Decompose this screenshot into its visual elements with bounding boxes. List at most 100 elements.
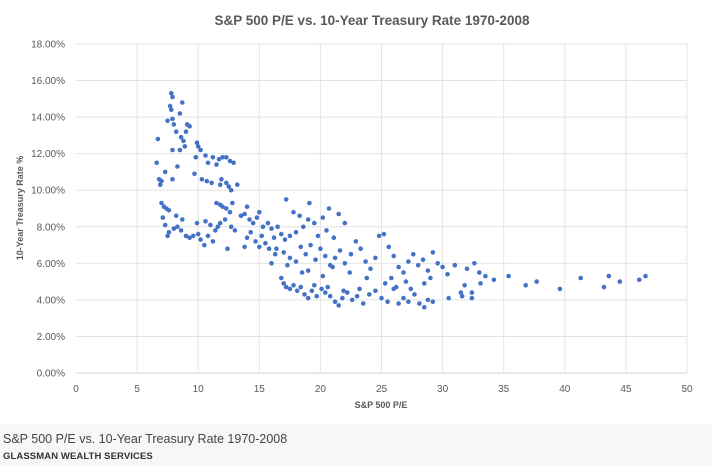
data-point <box>230 200 235 206</box>
data-point <box>195 144 201 149</box>
data-point <box>315 233 321 239</box>
data-point <box>220 155 225 160</box>
data-point <box>173 129 179 134</box>
data-point <box>171 122 177 127</box>
data-point <box>244 204 250 209</box>
data-point <box>336 211 342 217</box>
data-point <box>274 246 279 251</box>
data-point <box>198 147 203 153</box>
data-point <box>160 215 166 220</box>
data-point <box>337 248 343 253</box>
data-point <box>187 235 192 240</box>
data-point <box>166 230 172 235</box>
data-point <box>320 273 326 279</box>
data-point <box>219 177 224 182</box>
data-point <box>242 244 247 250</box>
data-point <box>238 213 244 219</box>
data-point <box>309 288 315 294</box>
data-point <box>428 275 433 281</box>
data-point <box>247 217 252 222</box>
data-point <box>422 281 427 286</box>
data-point <box>203 153 208 158</box>
data-point <box>162 169 168 175</box>
data-point <box>302 292 307 297</box>
data-point <box>391 253 397 259</box>
y-tick-label: 12.00% <box>31 149 65 160</box>
data-point <box>279 231 284 237</box>
data-point <box>332 255 338 261</box>
data-point <box>257 209 262 215</box>
data-point <box>417 301 422 306</box>
x-tick-label: 40 <box>559 384 571 395</box>
data-point <box>281 281 287 286</box>
data-point <box>298 244 304 250</box>
data-point <box>617 279 623 284</box>
data-point <box>358 246 364 251</box>
data-point <box>282 237 288 242</box>
data-point <box>242 211 247 217</box>
data-point <box>506 273 511 279</box>
data-point <box>396 301 401 306</box>
data-point <box>171 226 177 231</box>
data-point <box>412 292 417 297</box>
data-point <box>307 200 312 206</box>
data-point <box>205 233 211 239</box>
data-point <box>347 270 353 275</box>
data-point <box>363 259 368 264</box>
data-point <box>330 264 335 270</box>
data-point <box>294 288 300 294</box>
data-point <box>199 177 205 182</box>
data-point <box>281 250 287 255</box>
data-point <box>422 304 427 310</box>
data-point <box>205 160 211 166</box>
data-point <box>291 283 296 288</box>
data-point <box>191 233 196 239</box>
data-point <box>440 264 445 270</box>
data-point <box>298 284 304 290</box>
y-tick-label: 10.00% <box>31 186 65 197</box>
figure-caption: S&P 500 P/E vs. 10-Year Treasury Rate 19… <box>3 432 288 446</box>
data-point <box>175 224 180 230</box>
data-point <box>259 233 265 239</box>
data-point <box>382 281 388 286</box>
data-point <box>430 299 436 305</box>
data-point <box>165 118 170 124</box>
y-tick-label: 16.00% <box>31 76 65 87</box>
data-point <box>244 235 250 240</box>
data-point <box>341 288 346 294</box>
data-point <box>299 270 305 275</box>
data-point <box>403 279 409 284</box>
x-tick-label: 0 <box>73 384 79 395</box>
data-point <box>379 295 384 301</box>
data-point <box>452 262 458 268</box>
data-point <box>477 270 482 275</box>
x-tick-label: 30 <box>437 384 449 395</box>
y-tick-label: 4.00% <box>37 295 65 306</box>
data-point <box>301 224 306 230</box>
x-tick-labels: 0 5 10 15 20 25 30 35 40 45 50 <box>73 384 693 395</box>
data-point <box>637 277 642 283</box>
data-point <box>224 155 229 160</box>
data-point <box>601 284 607 290</box>
caption-area: S&P 500 P/E vs. 10-Year Treasury Rate 19… <box>0 424 712 466</box>
data-point <box>194 220 200 226</box>
data-point <box>373 255 378 261</box>
data-point <box>401 270 406 275</box>
y-axis-label: 10-Year Treasury Rate % <box>15 156 25 261</box>
y-tick-label: 2.00% <box>37 332 65 343</box>
data-point <box>293 259 299 264</box>
data-point <box>578 275 583 281</box>
data-point <box>323 290 328 295</box>
data-point <box>180 217 185 222</box>
data-point <box>373 288 378 294</box>
data-point <box>269 261 274 266</box>
data-point <box>154 160 159 166</box>
data-point <box>469 295 475 301</box>
data-point <box>215 224 221 230</box>
data-point <box>287 233 293 239</box>
data-point <box>253 239 258 244</box>
data-point <box>364 275 370 281</box>
data-point <box>228 224 234 230</box>
data-point <box>224 206 229 211</box>
data-point <box>210 239 216 244</box>
